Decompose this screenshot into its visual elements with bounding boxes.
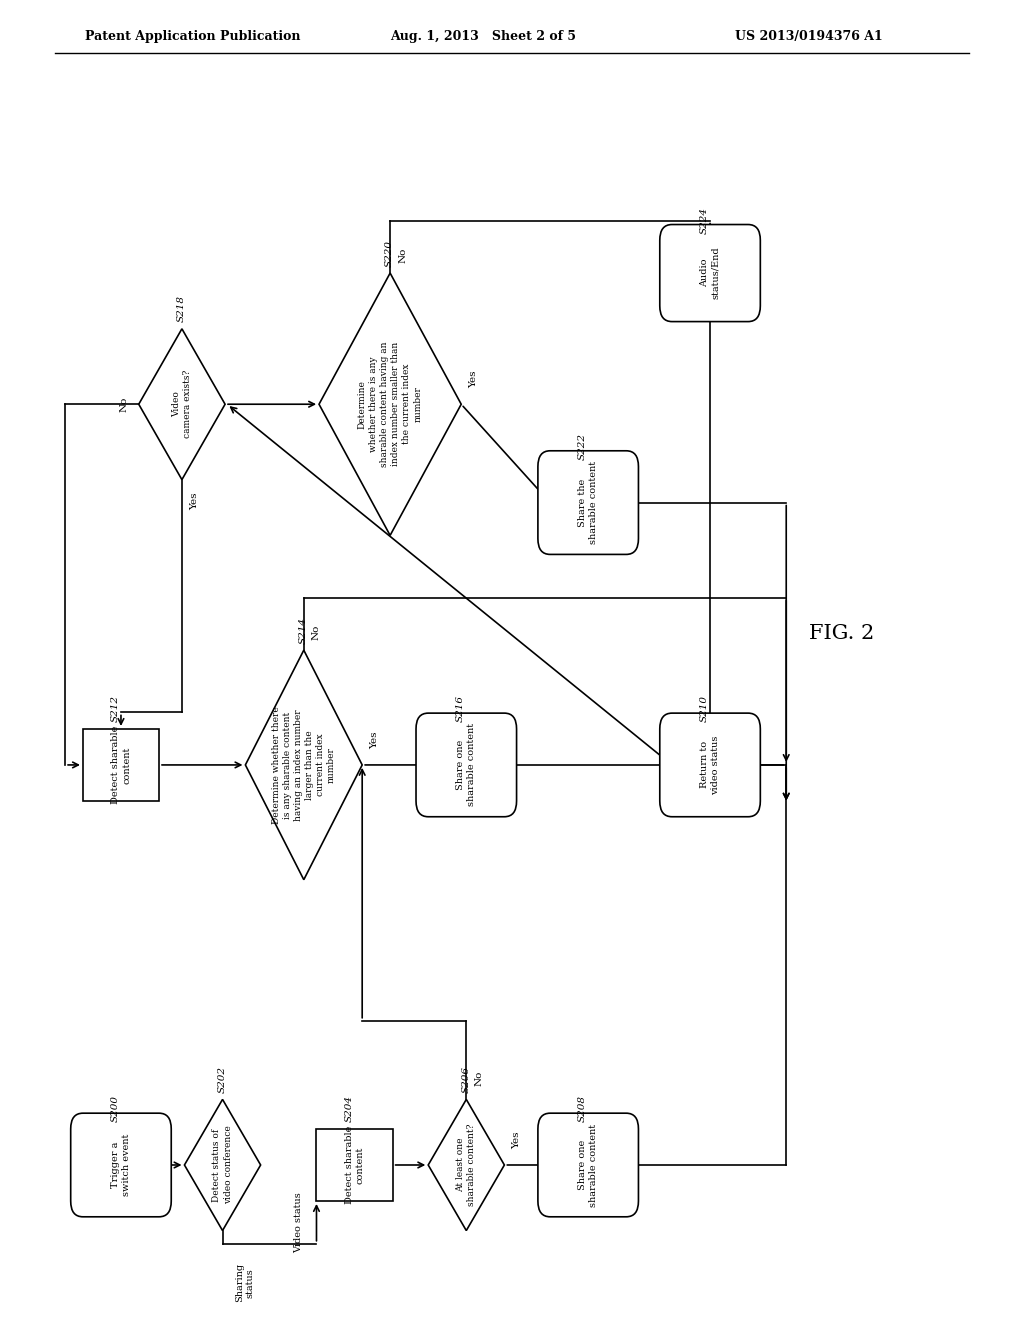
FancyBboxPatch shape — [659, 713, 761, 817]
Text: Share one
sharable content: Share one sharable content — [457, 723, 476, 807]
Text: Aug. 1, 2013   Sheet 2 of 5: Aug. 1, 2013 Sheet 2 of 5 — [390, 30, 577, 44]
Text: S218: S218 — [177, 296, 185, 322]
Text: Yes: Yes — [469, 371, 478, 388]
Text: S214: S214 — [299, 616, 307, 644]
Text: S216: S216 — [456, 696, 465, 722]
Text: No: No — [474, 1071, 483, 1086]
Text: Return to
video status: Return to video status — [700, 735, 720, 795]
Text: S202: S202 — [217, 1065, 226, 1093]
Text: S212: S212 — [111, 696, 120, 722]
Text: S208: S208 — [578, 1096, 587, 1122]
Text: Yes: Yes — [190, 492, 199, 511]
Text: Determine
whether there is any
sharable content having an
index number smaller t: Determine whether there is any sharable … — [357, 342, 422, 467]
FancyBboxPatch shape — [416, 713, 516, 817]
Text: US 2013/0194376 A1: US 2013/0194376 A1 — [735, 30, 883, 44]
FancyBboxPatch shape — [538, 451, 638, 554]
Text: S204: S204 — [344, 1096, 353, 1122]
Text: Yes: Yes — [512, 1131, 521, 1150]
Text: No: No — [398, 247, 408, 263]
Text: S220: S220 — [385, 239, 394, 267]
Text: Audio
status/End: Audio status/End — [700, 247, 720, 300]
Text: S222: S222 — [578, 433, 587, 459]
FancyBboxPatch shape — [538, 1113, 638, 1217]
Bar — [83, 729, 159, 801]
FancyBboxPatch shape — [71, 1113, 171, 1217]
Text: S224: S224 — [699, 207, 709, 234]
Text: No: No — [120, 396, 129, 412]
Polygon shape — [246, 651, 362, 879]
Text: Patent Application Publication: Patent Application Publication — [85, 30, 301, 44]
Text: Trigger a
switch event: Trigger a switch event — [111, 1134, 131, 1196]
Polygon shape — [184, 1100, 261, 1230]
Text: Yes: Yes — [371, 731, 379, 750]
Bar — [316, 1129, 392, 1201]
Text: Video
camera exists?: Video camera exists? — [172, 370, 191, 438]
Text: Detect sharable
content: Detect sharable content — [344, 1126, 365, 1204]
Text: S200: S200 — [111, 1096, 120, 1122]
Text: S210: S210 — [699, 696, 709, 722]
Text: Detect status of
video conference: Detect status of video conference — [213, 1126, 232, 1204]
FancyBboxPatch shape — [659, 224, 761, 322]
Text: FIG. 2: FIG. 2 — [809, 624, 874, 643]
Text: At least one
sharable content?: At least one sharable content? — [457, 1123, 476, 1206]
Text: Sharing
status: Sharing status — [236, 1263, 255, 1303]
Text: Determine whether there
is any sharable content
having an index number
larger th: Determine whether there is any sharable … — [271, 706, 336, 824]
Polygon shape — [319, 273, 461, 536]
Polygon shape — [138, 329, 225, 479]
Text: No: No — [312, 624, 321, 640]
Text: S206: S206 — [461, 1065, 470, 1093]
Text: Detect sharable
content: Detect sharable content — [111, 726, 131, 804]
Polygon shape — [428, 1100, 505, 1230]
Text: Video status: Video status — [294, 1192, 303, 1253]
Text: Share one
sharable content: Share one sharable content — [579, 1123, 598, 1206]
Text: Share the
sharable content: Share the sharable content — [579, 461, 598, 544]
